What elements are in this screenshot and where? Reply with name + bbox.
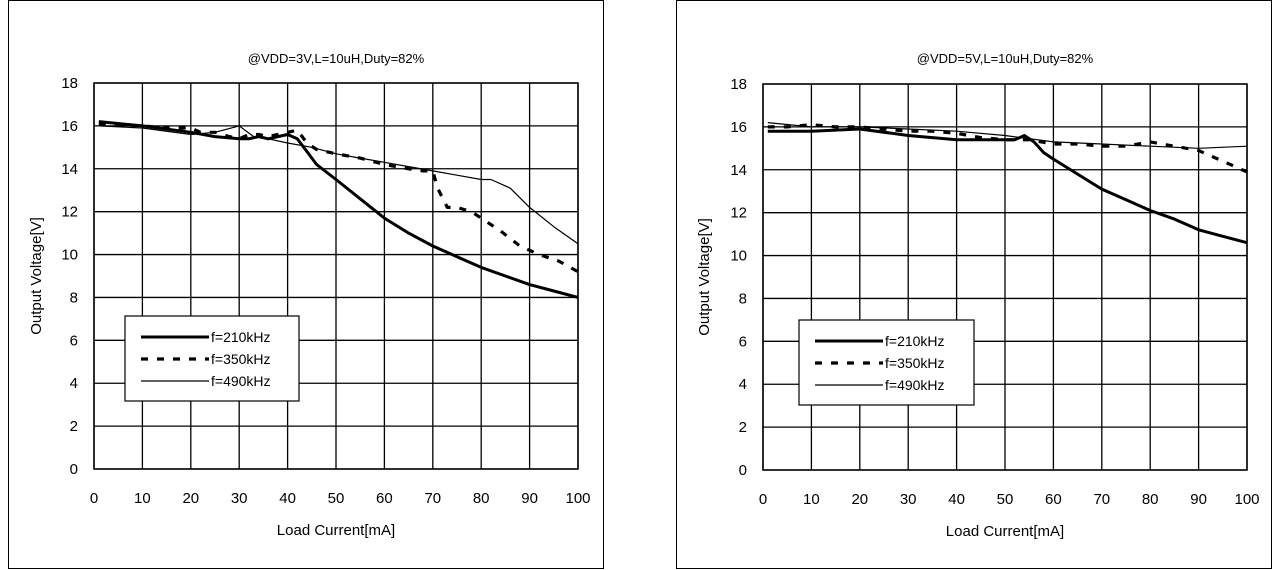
y-tick-label: 6: [739, 333, 747, 350]
y-tick-label: 0: [739, 462, 747, 479]
x-tick-label: 70: [1093, 491, 1110, 508]
legend-label: f=210kHz: [885, 333, 945, 349]
legend-box: [124, 315, 300, 402]
x-tick-label: 70: [424, 490, 441, 507]
y-tick-label: 0: [70, 461, 78, 478]
y-tick-label: 12: [61, 204, 78, 221]
y-tick-label: 14: [730, 162, 747, 179]
x-tick-label: 0: [759, 491, 767, 508]
series-line-f-490khz: [767, 122, 1248, 149]
y-tick-label: 10: [730, 248, 747, 265]
x-tick-label: 90: [521, 490, 538, 507]
y-tick-label: 10: [61, 247, 78, 264]
y-tick-label: 18: [730, 76, 747, 93]
plot-area: [762, 83, 1248, 471]
y-tick-label: 18: [61, 75, 78, 92]
y-tick-label: 4: [70, 375, 78, 392]
x-tick-label: 100: [1234, 491, 1259, 508]
chart-vdd-3v: @VDD=3V,L=10uH,Duty=82% 0 2 4 6 8 10 12 14 16 18 0 1…: [28, 51, 591, 539]
legend-label: f=490kHz: [885, 377, 945, 393]
x-tick-label: 80: [473, 490, 490, 507]
chart-title: @VDD=5V,L=10uH,Duty=82%: [917, 51, 1094, 66]
series-line-f-210khz: [767, 127, 1248, 245]
x-tick-label: 80: [1142, 491, 1159, 508]
x-tick-label: 30: [900, 491, 917, 508]
legend-label: f=350kHz: [211, 351, 271, 367]
series-line-f-210khz: [98, 120, 579, 299]
x-tick-label: 20: [182, 490, 199, 507]
legend-label: f=350kHz: [885, 355, 945, 371]
plot-area: [93, 82, 579, 470]
x-tick-label: 10: [803, 491, 820, 508]
legend-box: [798, 319, 975, 406]
x-tick-label: 40: [279, 490, 296, 507]
y-axis-title: Output Voltage[V]: [28, 217, 45, 335]
x-tick-label: 0: [90, 490, 98, 507]
y-axis-title: Output Voltage[V]: [696, 218, 713, 336]
x-axis-title: Load Current[mA]: [277, 522, 395, 539]
x-tick-label: 50: [328, 490, 345, 507]
x-tick-label: 40: [948, 491, 965, 508]
y-tick-label: 2: [739, 419, 747, 436]
legend-label: f=490kHz: [211, 373, 271, 389]
chart-vdd-5v: @VDD=5V,L=10uH,Duty=82% 0 2 4 6 8 10 12 14 16 18 0 1…: [696, 51, 1260, 540]
y-tick-label: 6: [70, 332, 78, 349]
x-tick-label: 10: [134, 490, 151, 507]
x-tick-label: 60: [376, 490, 393, 507]
y-tick-label: 16: [61, 118, 78, 135]
x-axis-title: Load Current[mA]: [946, 523, 1064, 540]
y-tick-label: 8: [739, 290, 747, 307]
y-tick-label: 16: [730, 119, 747, 136]
y-tick-label: 12: [730, 205, 747, 222]
series-line-f-350khz: [98, 122, 579, 274]
y-tick-label: 4: [739, 376, 747, 393]
y-tick-label: 14: [61, 161, 78, 178]
x-tick-label: 60: [1045, 491, 1062, 508]
x-tick-label: 100: [565, 490, 590, 507]
chart-panel-vdd-5v: @VDD=5V,L=10uH,Duty=82% 0 2 4 6 8 10 12 14 16 18 0 1…: [676, 0, 1272, 569]
x-tick-label: 90: [1190, 491, 1207, 508]
chart-title: @VDD=3V,L=10uH,Duty=82%: [248, 51, 425, 66]
series-line-f-350khz: [767, 123, 1248, 174]
x-tick-label: 30: [231, 490, 248, 507]
y-tick-label: 8: [70, 289, 78, 306]
series-line-f-490khz: [98, 125, 579, 245]
x-tick-label: 20: [851, 491, 868, 508]
y-tick-label: 2: [70, 418, 78, 435]
legend-label: f=210kHz: [211, 329, 271, 345]
x-tick-label: 50: [997, 491, 1014, 508]
chart-panel-vdd-3v: @VDD=3V,L=10uH,Duty=82% 0 2 4 6 8 10 12 14 16 18 0 1…: [8, 0, 604, 569]
